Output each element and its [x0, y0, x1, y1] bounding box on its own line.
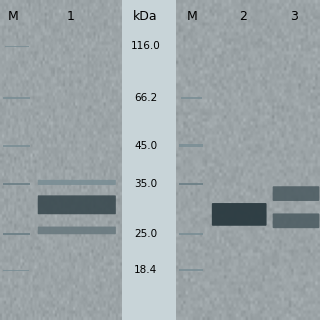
Text: 3: 3	[291, 10, 298, 23]
Text: 1: 1	[67, 10, 74, 23]
Text: M: M	[187, 10, 197, 23]
FancyBboxPatch shape	[38, 180, 116, 185]
FancyBboxPatch shape	[212, 203, 267, 226]
Bar	[3, 97, 30, 99]
Text: 35.0: 35.0	[134, 179, 157, 189]
FancyBboxPatch shape	[273, 186, 319, 201]
Text: 66.2: 66.2	[134, 92, 157, 103]
Bar	[179, 144, 203, 147]
Bar	[3, 269, 29, 271]
Bar	[5, 46, 29, 47]
Bar	[181, 97, 202, 99]
Text: 25.0: 25.0	[134, 228, 157, 239]
Bar	[179, 183, 203, 185]
Bar	[176, 0, 320, 320]
Text: 116.0: 116.0	[131, 41, 160, 52]
FancyBboxPatch shape	[273, 213, 319, 228]
Text: kDa: kDa	[133, 10, 158, 23]
Bar	[179, 269, 203, 271]
Text: 2: 2	[239, 10, 247, 23]
Text: M: M	[7, 10, 18, 23]
FancyBboxPatch shape	[38, 227, 116, 234]
Bar	[3, 145, 30, 147]
Bar	[0, 0, 122, 320]
Text: 18.4: 18.4	[134, 265, 157, 276]
Text: 45.0: 45.0	[134, 140, 157, 151]
Bar	[3, 233, 30, 235]
Bar	[3, 183, 30, 185]
FancyBboxPatch shape	[38, 195, 116, 214]
Bar	[179, 233, 203, 235]
